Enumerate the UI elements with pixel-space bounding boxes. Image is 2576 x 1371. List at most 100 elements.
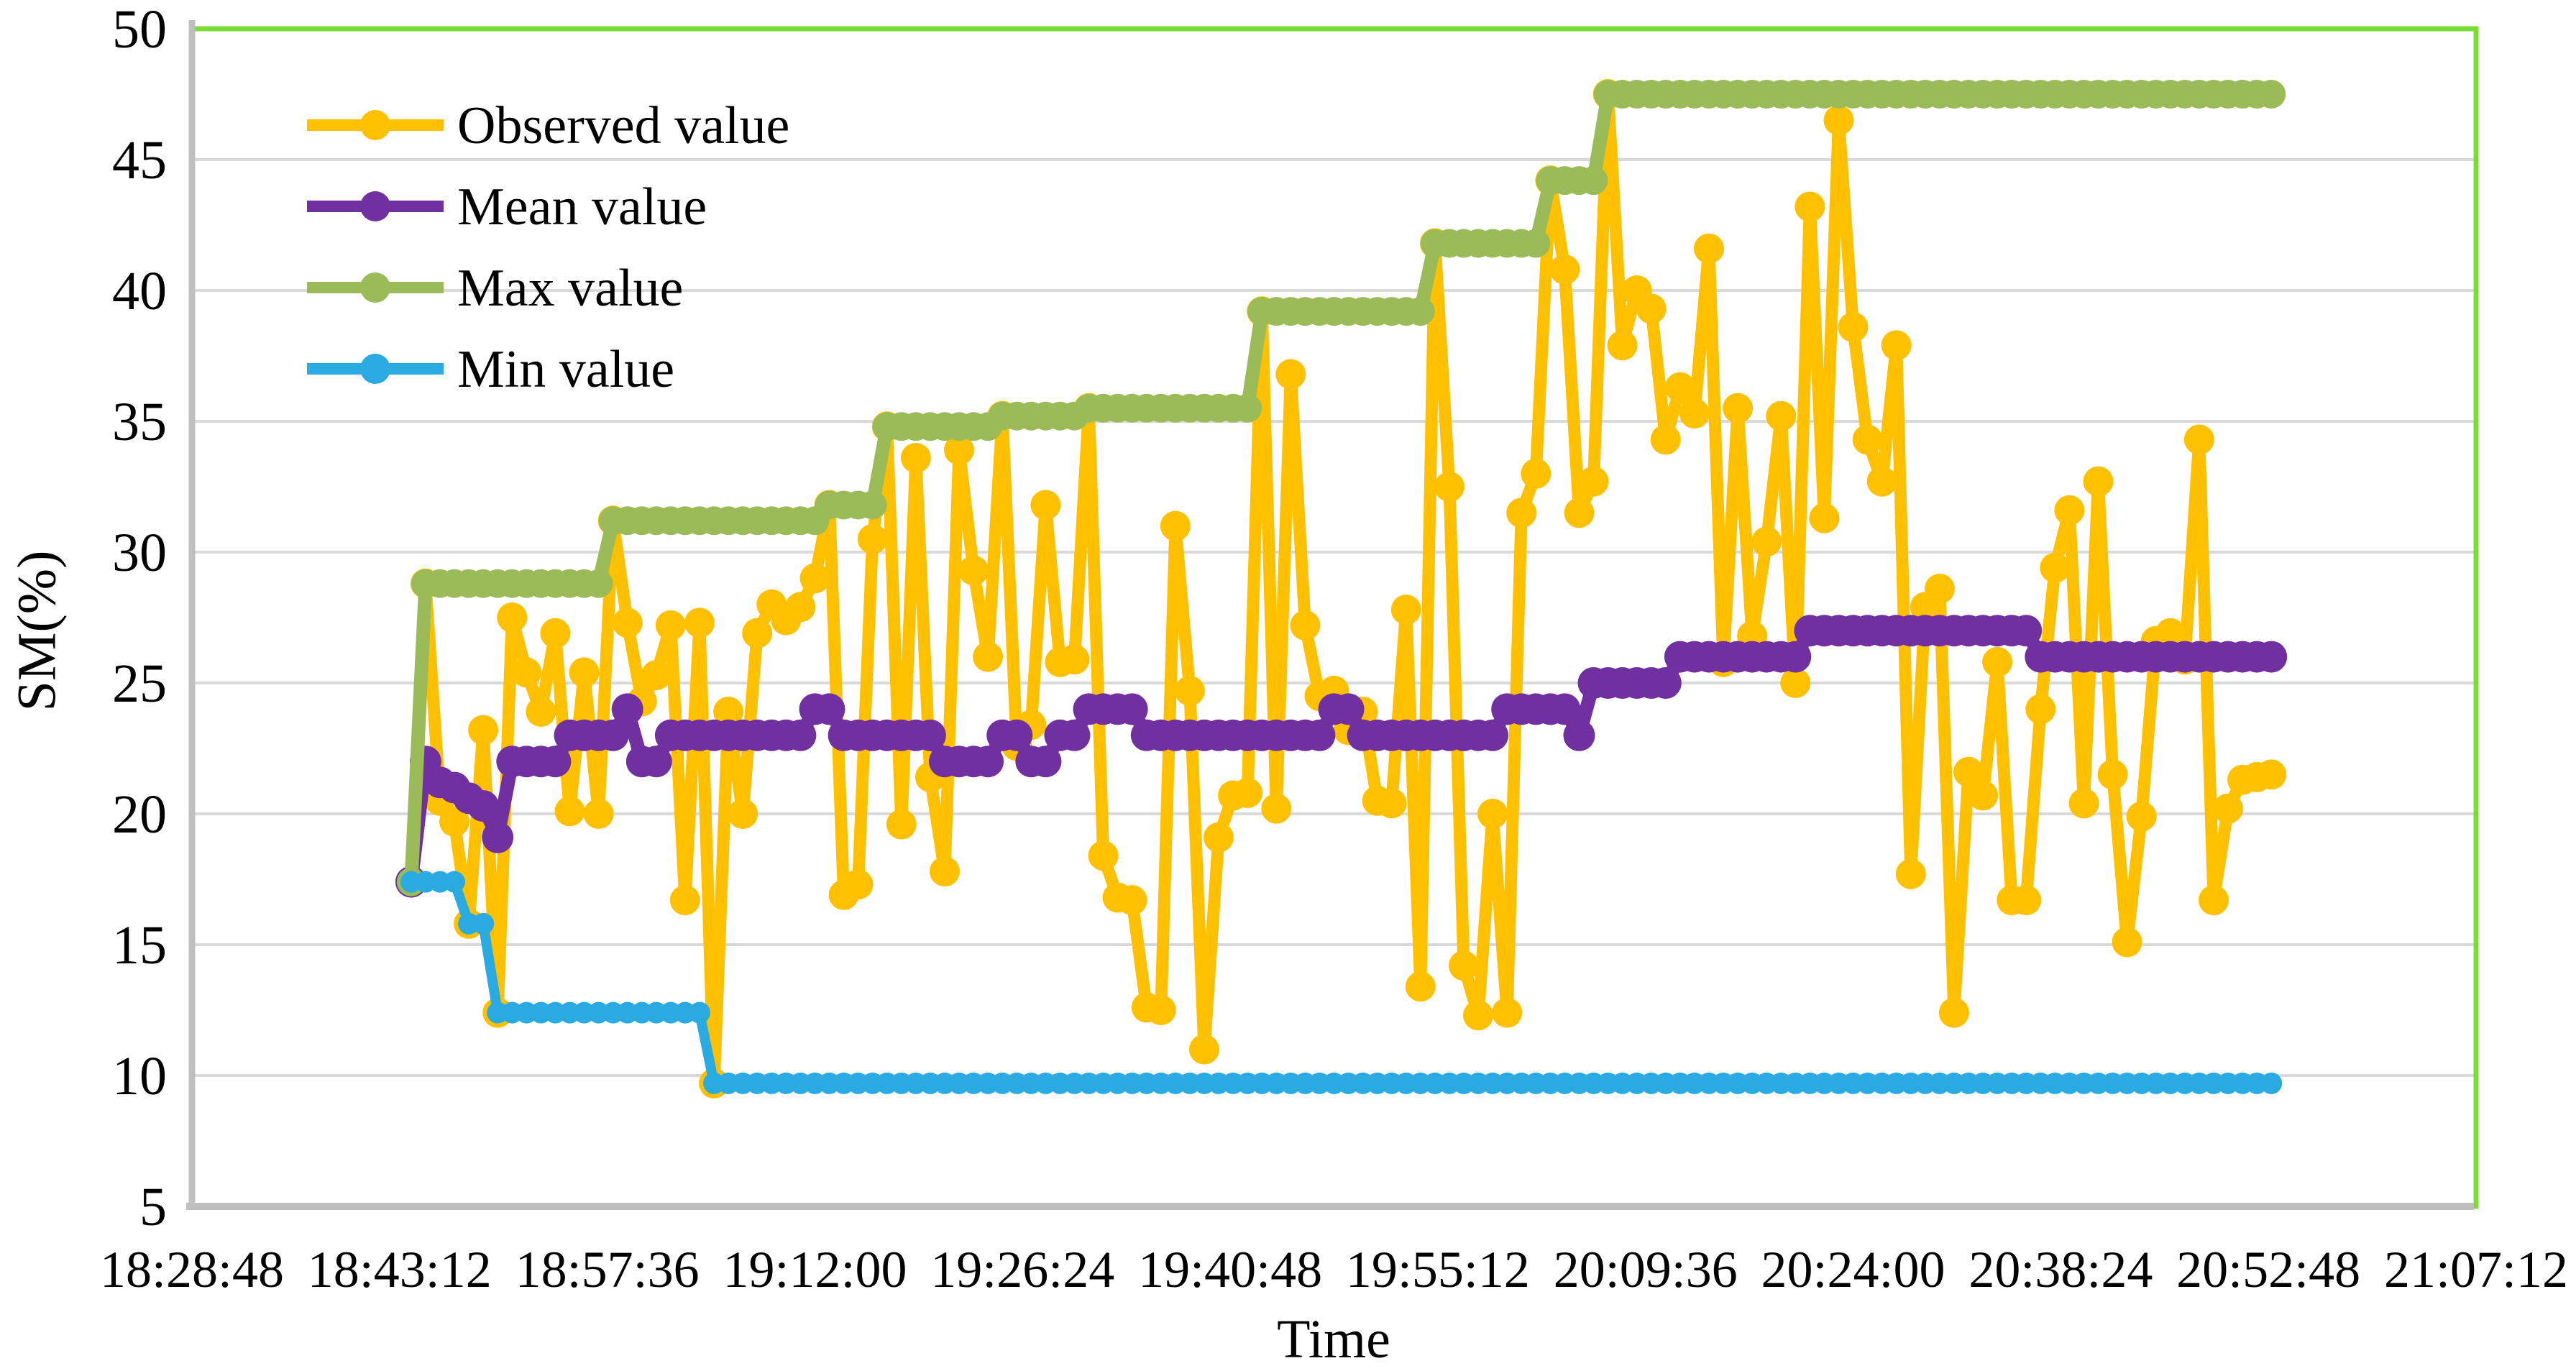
data-point [2011, 885, 2042, 916]
data-point [2126, 801, 2157, 832]
data-point [1117, 885, 1147, 916]
data-point [1189, 1034, 1219, 1065]
data-point [1290, 610, 1321, 641]
data-point [785, 592, 816, 623]
data-point [472, 912, 495, 935]
y-tick-label-5: 5 [139, 1177, 167, 1237]
data-point [1766, 400, 1797, 431]
data-point [2025, 694, 2056, 725]
data-point [813, 693, 845, 725]
data-point [1001, 719, 1033, 751]
data-point [1679, 398, 1710, 429]
data-point [2260, 1072, 2283, 1094]
data-point [728, 799, 758, 829]
data-point [2083, 466, 2114, 497]
data-point [1332, 693, 1365, 725]
data-point [1780, 668, 1811, 698]
data-point [1088, 840, 1119, 871]
data-point [843, 869, 874, 900]
data-point [1521, 458, 1551, 489]
data-point [1723, 393, 1754, 423]
data-point [540, 618, 571, 648]
data-point [2155, 618, 2186, 648]
data-point [526, 697, 556, 727]
data-point [1030, 746, 1062, 778]
data-point [2068, 788, 2099, 819]
data-point [1030, 490, 1061, 521]
data-point [1477, 799, 1508, 829]
data-point [1779, 641, 1812, 673]
legend: Observed value Mean value Max value Min val… [307, 96, 789, 399]
data-point [439, 806, 469, 837]
data-point [684, 607, 715, 638]
data-point [669, 885, 700, 916]
x-tick-label-1: 18:43:12 [308, 1241, 492, 1298]
data-point [1809, 503, 1840, 533]
y-tick-label-40: 40 [112, 261, 167, 321]
data-point [1434, 472, 1465, 502]
data-point [641, 660, 671, 691]
data-point [2213, 793, 2243, 824]
data-point [1578, 466, 1609, 497]
y-tick-label-25: 25 [112, 654, 167, 714]
data-point [497, 602, 528, 633]
data-point [1058, 719, 1091, 751]
data-point [2054, 495, 2085, 526]
legend-item-observed-value: Observed value [307, 96, 789, 155]
legend-item-min-value: Min value [307, 340, 674, 399]
data-point [1492, 997, 1523, 1028]
data-point [1204, 822, 1234, 853]
series-line-observed-value [405, 88, 2273, 1090]
legend-label-mean-value: Mean value [457, 178, 707, 237]
data-point [973, 641, 1004, 672]
data-point [799, 563, 830, 594]
data-point [784, 719, 817, 751]
data-point [742, 618, 773, 648]
y-tick-labels: 5 10 15 20 25 30 35 40 45 50 [112, 0, 167, 1237]
data-point [1895, 858, 1926, 889]
data-point [1405, 971, 1436, 1002]
data-point [1968, 780, 1999, 811]
legend-swatch-marker-icon [360, 354, 390, 384]
series-mean-value [395, 615, 2288, 898]
legend-item-mean-value: Mean value [307, 178, 707, 237]
data-point [468, 715, 499, 746]
data-point [2257, 80, 2286, 109]
data-point [1303, 719, 1336, 751]
data-point [1059, 644, 1090, 675]
x-axis-title: Time [1277, 1309, 1390, 1370]
data-point [1953, 756, 1984, 787]
data-point [444, 871, 465, 893]
data-point [2010, 615, 2043, 647]
x-tick-label-5: 19:40:48 [1138, 1241, 1322, 1298]
data-point [1852, 424, 1883, 455]
data-point [1607, 330, 1638, 361]
data-point [1261, 793, 1292, 824]
x-tick-label-2: 18:57:36 [515, 1241, 700, 1298]
data-point [1160, 510, 1191, 541]
x-tick-label-0: 18:28:48 [100, 1241, 284, 1298]
data-point [584, 569, 613, 598]
x-tick-label-4: 19:26:24 [930, 1241, 1114, 1298]
y-tick-label-35: 35 [112, 392, 167, 452]
data-point [1924, 574, 1955, 604]
data-point [1649, 667, 1682, 699]
x-tick-label-3: 19:12:00 [723, 1241, 907, 1298]
legend-swatch-marker-icon [360, 272, 390, 303]
legend-label-max-value: Max value [457, 259, 683, 318]
x-tick-label-8: 20:24:00 [1761, 1241, 1945, 1298]
data-point [972, 746, 1004, 778]
data-point [1521, 229, 1551, 258]
data-point [2256, 759, 2287, 790]
data-point [611, 693, 643, 725]
data-point [1116, 693, 1148, 725]
data-point [2040, 552, 2071, 583]
series-max-value [396, 80, 2286, 897]
y-tick-label-45: 45 [112, 130, 167, 191]
data-point [1233, 393, 1262, 423]
data-point [583, 799, 614, 829]
data-point [1506, 497, 1537, 528]
data-point [1938, 997, 1969, 1028]
data-point [1449, 950, 1479, 981]
